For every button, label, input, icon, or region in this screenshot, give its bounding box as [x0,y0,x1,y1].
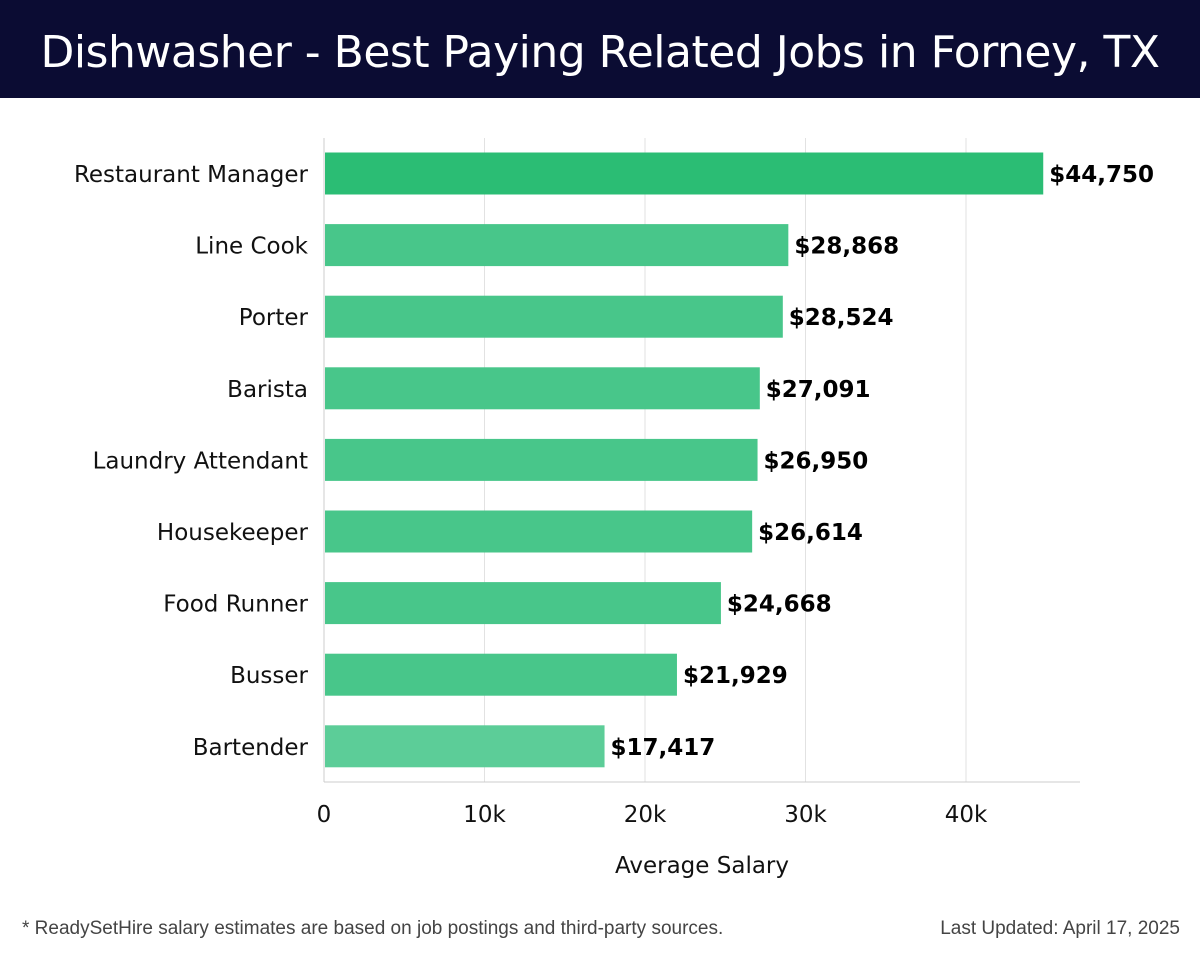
data-label: $28,868 [794,234,899,260]
x-axis-title: Average Salary [615,853,789,879]
data-label: $28,524 [789,305,894,331]
x-tick-label: 10k [463,802,506,828]
category-label: Restaurant Manager [74,162,309,188]
x-tick-label: 30k [784,802,827,828]
data-label: $27,091 [766,377,871,403]
category-label: Food Runner [163,592,308,618]
category-label: Housekeeper [157,520,309,546]
bar-porter [325,295,783,338]
footnote: * ReadySetHire salary estimates are base… [22,918,724,939]
data-label: $44,750 [1049,162,1154,188]
bar-food-runner [325,582,721,625]
bar-restaurant-manager [325,152,1044,195]
title-banner: Dishwasher - Best Paying Related Jobs in… [0,0,1200,98]
data-label: $26,950 [764,448,869,474]
x-tick-label: 20k [624,802,667,828]
category-label: Busser [230,663,308,689]
data-label: $24,668 [727,592,832,618]
bar-busser [325,653,677,696]
category-label: Porter [239,305,309,331]
category-label: Bartender [193,735,309,761]
data-label: $17,417 [611,735,716,761]
category-label: Line Cook [195,234,308,260]
last-updated: Last Updated: April 17, 2025 [940,918,1180,939]
bar-bartender [325,725,605,768]
x-tick-label: 40k [945,802,988,828]
bar-barista [325,367,760,410]
bar-line-cook [325,224,789,267]
category-label: Laundry Attendant [93,448,308,474]
data-label: $26,614 [758,520,863,546]
data-label: $21,929 [683,663,788,689]
salary-bar-chart: $44,750 Restaurant Manager $28,868 Line Coo… [74,138,1154,879]
bar-housekeeper [325,510,753,553]
x-tick-label: 0 [317,802,332,828]
page-title: Dishwasher - Best Paying Related Jobs in… [40,27,1160,78]
bar-laundry-attendant [325,438,758,481]
category-label: Barista [227,377,308,403]
